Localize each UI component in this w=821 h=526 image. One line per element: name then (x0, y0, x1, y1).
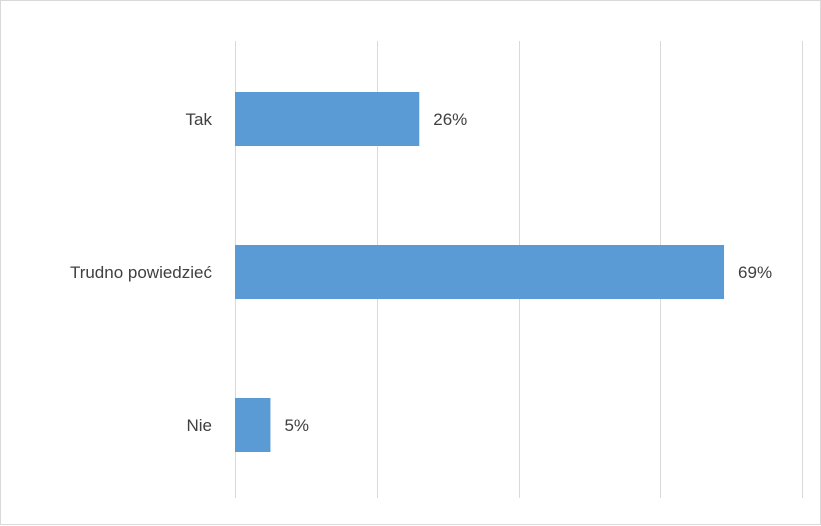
category-label-0: Tak (186, 110, 213, 129)
bar-1 (235, 245, 725, 299)
category-label-2: Nie (186, 416, 212, 435)
bar-0 (235, 92, 420, 146)
category-label-1: Trudno powiedzieć (70, 263, 213, 282)
bars (235, 92, 725, 452)
value-labels: 26% 69% 5% (284, 110, 772, 435)
category-labels: Tak Trudno powiedzieć Nie (70, 110, 213, 435)
data-label-2: 5% (284, 416, 309, 435)
bar-2 (235, 398, 271, 452)
data-label-1: 69% (738, 263, 772, 282)
data-label-0: 26% (433, 110, 467, 129)
